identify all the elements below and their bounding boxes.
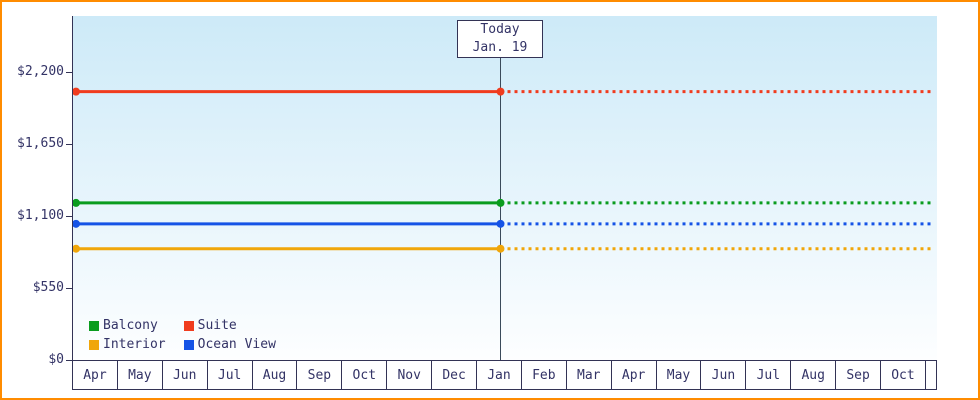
series-marker-today-suite xyxy=(496,87,505,96)
x-tick-label: Jul xyxy=(746,361,792,389)
legend-item-suite: Suite xyxy=(183,318,276,333)
x-tick-label: Dec xyxy=(432,361,478,389)
x-tick-label: Sep xyxy=(297,361,343,389)
x-tick-label: Jan xyxy=(477,361,522,389)
series-marker-today-ocean-view xyxy=(496,219,505,228)
legend-swatch-icon xyxy=(89,320,99,331)
series-marker-start-interior xyxy=(73,244,80,253)
x-tick-label: May xyxy=(118,361,163,389)
today-marker-box: Today Jan. 19 xyxy=(457,20,543,58)
x-tick-label: May xyxy=(657,361,702,389)
x-axis: Apr May Jun Jul Aug Sep Oct Nov Dec Jan Feb Mar Apr M… xyxy=(72,360,937,390)
legend-swatch-icon xyxy=(183,339,194,350)
y-tick-label: $0 xyxy=(48,352,64,367)
y-tick-label: $1,650 xyxy=(17,136,64,151)
legend-item-balcony: Balcony xyxy=(89,318,166,333)
series-marker-today-balcony xyxy=(496,198,505,207)
legend-label: Suite xyxy=(197,318,237,333)
x-axis-filler xyxy=(926,361,936,389)
today-date: Jan. 19 xyxy=(472,40,528,55)
legend-item-interior: Interior xyxy=(89,337,166,352)
series-marker-start-balcony xyxy=(73,198,80,207)
series-marker-start-suite xyxy=(73,87,80,96)
series-lines-canvas xyxy=(73,58,933,360)
x-tick-label: Apr xyxy=(612,361,657,389)
y-tick-label: $1,100 xyxy=(17,208,64,223)
x-tick-label: Jun xyxy=(701,361,747,389)
series-marker-today-interior xyxy=(496,244,505,253)
legend: Balcony Suite Interior Ocean View xyxy=(89,318,276,352)
x-tick-label: Oct xyxy=(881,361,926,389)
legend-swatch-icon xyxy=(183,320,194,331)
today-label: Today xyxy=(480,22,520,37)
x-tick-label: Sep xyxy=(836,361,882,389)
series-marker-start-ocean-view xyxy=(73,219,80,228)
x-tick-label: Jul xyxy=(208,361,253,389)
legend-item-ocean-view: Ocean View xyxy=(183,337,276,352)
x-tick-label: Feb xyxy=(522,361,567,389)
x-tick-label: Aug xyxy=(253,361,298,389)
x-tick-label: Apr xyxy=(73,361,118,389)
legend-label: Interior xyxy=(103,337,166,352)
x-tick-label: Jun xyxy=(163,361,208,389)
legend-label: Ocean View xyxy=(197,337,276,352)
x-tick-label: Nov xyxy=(387,361,433,389)
y-axis: $0 $550 $1,100 $1,650 $2,200 xyxy=(2,2,73,398)
x-tick-label: Aug xyxy=(791,361,837,389)
y-tick-label: $550 xyxy=(32,280,64,295)
plot-area: Balcony Suite Interior Ocean View xyxy=(72,16,937,360)
legend-label: Balcony xyxy=(103,318,158,333)
x-tick-label: Mar xyxy=(567,361,612,389)
legend-swatch-icon xyxy=(89,339,99,350)
y-tick-label: $2,200 xyxy=(17,64,64,79)
x-tick-label: Oct xyxy=(342,361,388,389)
